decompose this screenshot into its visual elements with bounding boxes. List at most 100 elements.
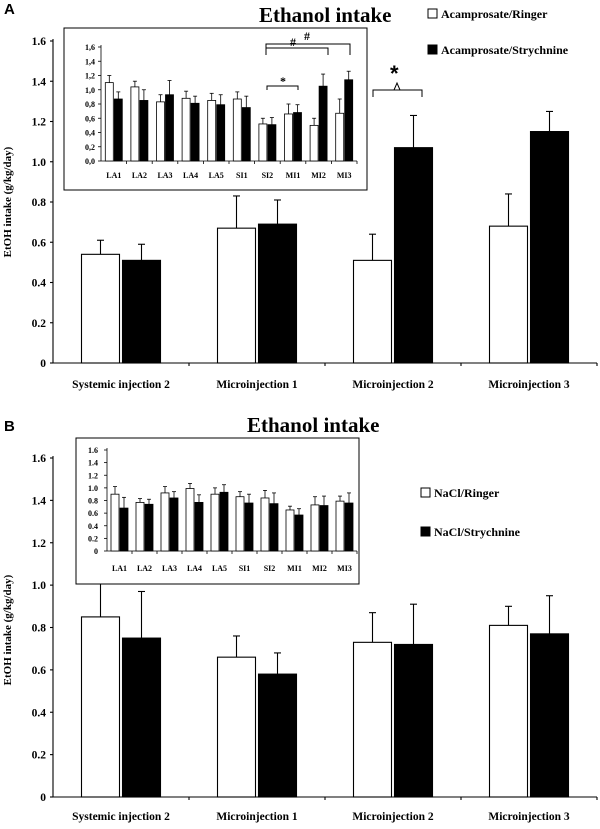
x-tick-label-a-main-microinjection-3: Microinjection 3 — [488, 379, 569, 391]
bar-b-inset-nacl-ringer-mi3 — [335, 500, 345, 552]
y-tick-label-b-main-1: 0.2 — [32, 750, 47, 762]
y-tick-label-b-inset-4: 0.8 — [88, 497, 98, 506]
y-tick-label-b-main-6: 1.2 — [32, 538, 47, 550]
legend-label-nacl-strychnine: NaCl/Strychnine — [434, 525, 521, 539]
panel-letter-a: A — [4, 1, 15, 18]
panel-b-y-axis-label: EtOH intake (g/kg/day) — [2, 574, 14, 685]
bar-b-main-nacl-strychnine-microinjection-3 — [529, 633, 570, 798]
y-tick-label-a-main-7: 1.4 — [32, 76, 47, 88]
bar-a-inset-acamprosate-ringer-la2 — [130, 86, 140, 162]
chart-a-inset: 0,0 0,2 0,4 0,6 0,8 1,0 1,2 1,4 1,6 LA1 LA2 LA3 LA4 L… — [63, 27, 368, 191]
y-tick-label-b-inset-1: 0.2 — [88, 534, 98, 543]
charts-layer: 0 0.2 0.4 0.6 0.8 1.0 1.2 1.4 1.6 Systemic inject… — [32, 27, 598, 823]
chart-a-main: 0 0.2 0.4 0.6 0.8 1.0 1.2 1.4 1.6 Systemic inject… — [32, 36, 598, 391]
y-tick-label-b-inset-3: 0.6 — [88, 509, 98, 518]
legend-swatch-acamprosate-strychnine — [427, 44, 438, 55]
x-tick-label-b-inset-si1: SI1 — [239, 564, 251, 573]
y-tick-label-a-main-1: 0.2 — [32, 318, 47, 330]
bar-b-inset-nacl-ringer-la5 — [210, 493, 220, 552]
bar-a-inset-acamprosate-ringer-si1 — [232, 98, 242, 162]
bar-b-inset-nacl-ringer-la2 — [135, 501, 145, 552]
y-tick-label-b-inset-8: 1.6 — [88, 446, 98, 455]
y-tick-label-b-main-2: 0.4 — [32, 707, 47, 719]
x-tick-label-b-main-systemic-injection-2: Systemic injection 2 — [72, 811, 170, 823]
bar-b-inset-nacl-strychnine-si2 — [269, 503, 279, 552]
chart-b-inset: 0 0.2 0.4 0.6 0.8 1.0 1.2 1.4 1.6 LA1 LA2 LA3 LA4 LA5… — [75, 437, 360, 585]
inset-star-bracket — [266, 85, 299, 90]
x-tick-label-b-inset-mi2: MI2 — [312, 564, 327, 573]
legend-label-nacl-ringer: NaCl/Ringer — [434, 486, 500, 500]
x-tick-label-b-main-microinjection-1: Microinjection 1 — [216, 811, 297, 823]
y-tick-label-b-inset-6: 1.2 — [88, 471, 98, 480]
bar-b-main-nacl-ringer-microinjection-1 — [216, 656, 257, 798]
x-tick-label-a-main-microinjection-2: Microinjection 2 — [352, 379, 433, 391]
bar-a-inset-acamprosate-strychnine-mi2 — [318, 85, 328, 162]
bar-b-inset-nacl-strychnine-la2 — [144, 503, 154, 552]
bar-a-main-acamprosate-strychnine-microinjection-1 — [257, 223, 298, 364]
bar-b-inset-nacl-ringer-si1 — [235, 496, 245, 552]
y-tick-label-b-main-8: 1.6 — [32, 453, 47, 465]
legend-label-acamprosate-ringer: Acamprosate/Ringer — [441, 7, 548, 21]
bar-b-inset-nacl-ringer-la4 — [185, 488, 195, 552]
panel-a-title: Ethanol intake — [259, 3, 391, 27]
bar-b-inset-nacl-ringer-la3 — [160, 492, 170, 552]
bar-b-main-nacl-strychnine-microinjection-1 — [257, 673, 298, 798]
x-tick-label-a-inset-la4: LA4 — [183, 171, 198, 180]
y-tick-label-b-main-4: 0.8 — [32, 623, 47, 635]
y-tick-label-b-inset-0: 0 — [94, 547, 98, 556]
chart-b-main: 0 0.2 0.4 0.6 0.8 1.0 1.2 1.4 1.6 Systemic inject… — [32, 453, 598, 823]
bar-b-inset-nacl-strychnine-mi1 — [294, 514, 304, 552]
bar-b-main-nacl-strychnine-microinjection-2 — [393, 643, 434, 798]
y-tick-label-a-main-5: 1.0 — [32, 157, 47, 169]
bar-a-inset-acamprosate-strychnine-mi3 — [344, 79, 354, 162]
bar-a-inset-acamprosate-ringer-mi1 — [284, 113, 293, 162]
legend-swatch-acamprosate-ringer — [427, 8, 438, 19]
y-tick-label-a-inset-6: 1,2 — [85, 72, 95, 81]
bar-a-main-acamprosate-ringer-systemic-injection-2 — [80, 253, 121, 364]
x-tick-label-b-inset-la4: LA4 — [187, 564, 202, 573]
bar-b-main-nacl-ringer-microinjection-2 — [352, 641, 393, 798]
x-tick-label-a-inset-mi3: MI3 — [337, 171, 352, 180]
x-tick-label-b-inset-mi3: MI3 — [337, 564, 352, 573]
big-significance-bracket — [372, 89, 423, 97]
y-tick-label-b-inset-2: 0.4 — [88, 522, 98, 531]
bar-a-inset-acamprosate-ringer-la5 — [207, 100, 217, 162]
y-tick-label-b-main-3: 0.6 — [32, 665, 47, 677]
bar-a-main-acamprosate-strychnine-microinjection-2 — [393, 147, 434, 364]
x-tick-label-a-inset-la2: LA2 — [132, 171, 147, 180]
bar-a-main-acamprosate-strychnine-systemic-injection-2 — [121, 259, 162, 364]
bar-a-inset-acamprosate-ringer-si2 — [258, 123, 268, 162]
bar-b-inset-nacl-ringer-mi1 — [285, 509, 295, 552]
y-tick-label-b-inset-7: 1.4 — [88, 459, 98, 468]
x-tick-label-b-inset-mi1: MI1 — [287, 564, 302, 573]
legend-swatch-nacl-ringer — [420, 487, 431, 498]
bar-a-inset-acamprosate-strychnine-la5 — [216, 104, 226, 162]
y-tick-label-a-inset-1: 0,2 — [85, 143, 95, 152]
bar-a-inset-acamprosate-ringer-la3 — [156, 101, 165, 162]
x-tick-label-b-inset-la3: LA3 — [162, 564, 177, 573]
bar-b-inset-nacl-strychnine-la4 — [194, 501, 204, 552]
x-tick-label-b-inset-si2: SI2 — [264, 564, 276, 573]
bar-a-inset-acamprosate-strychnine-si2 — [267, 124, 277, 162]
y-tick-label-b-inset-5: 1.0 — [88, 484, 98, 493]
big-bracket-notch — [393, 81, 401, 91]
bar-b-inset-nacl-ringer-mi2 — [310, 504, 320, 552]
y-tick-label-a-main-4: 0.8 — [32, 197, 47, 209]
x-tick-label-a-inset-la5: LA5 — [209, 171, 224, 180]
hash-bracket-2 — [265, 43, 351, 55]
x-tick-label-a-main-microinjection-1: Microinjection 1 — [216, 379, 297, 391]
bar-a-inset-acamprosate-strychnine-la4 — [190, 102, 200, 162]
panel-a-y-axis-label: EtOH intake (g/kg/day) — [2, 146, 14, 257]
y-tick-label-a-main-2: 0.4 — [32, 278, 47, 290]
bar-b-inset-nacl-strychnine-si1 — [244, 502, 254, 552]
y-tick-label-b-main-5: 1.0 — [32, 580, 47, 592]
bar-a-inset-acamprosate-ringer-mi3 — [335, 112, 345, 162]
bar-b-main-nacl-strychnine-systemic-injection-2 — [121, 637, 162, 798]
bar-a-main-acamprosate-ringer-microinjection-2 — [352, 259, 393, 364]
bar-a-inset-acamprosate-strychnine-la1 — [113, 98, 123, 162]
bar-b-main-nacl-ringer-microinjection-3 — [488, 624, 529, 798]
bar-a-main-acamprosate-ringer-microinjection-3 — [488, 225, 529, 364]
panel-letter-b: B — [4, 418, 15, 435]
